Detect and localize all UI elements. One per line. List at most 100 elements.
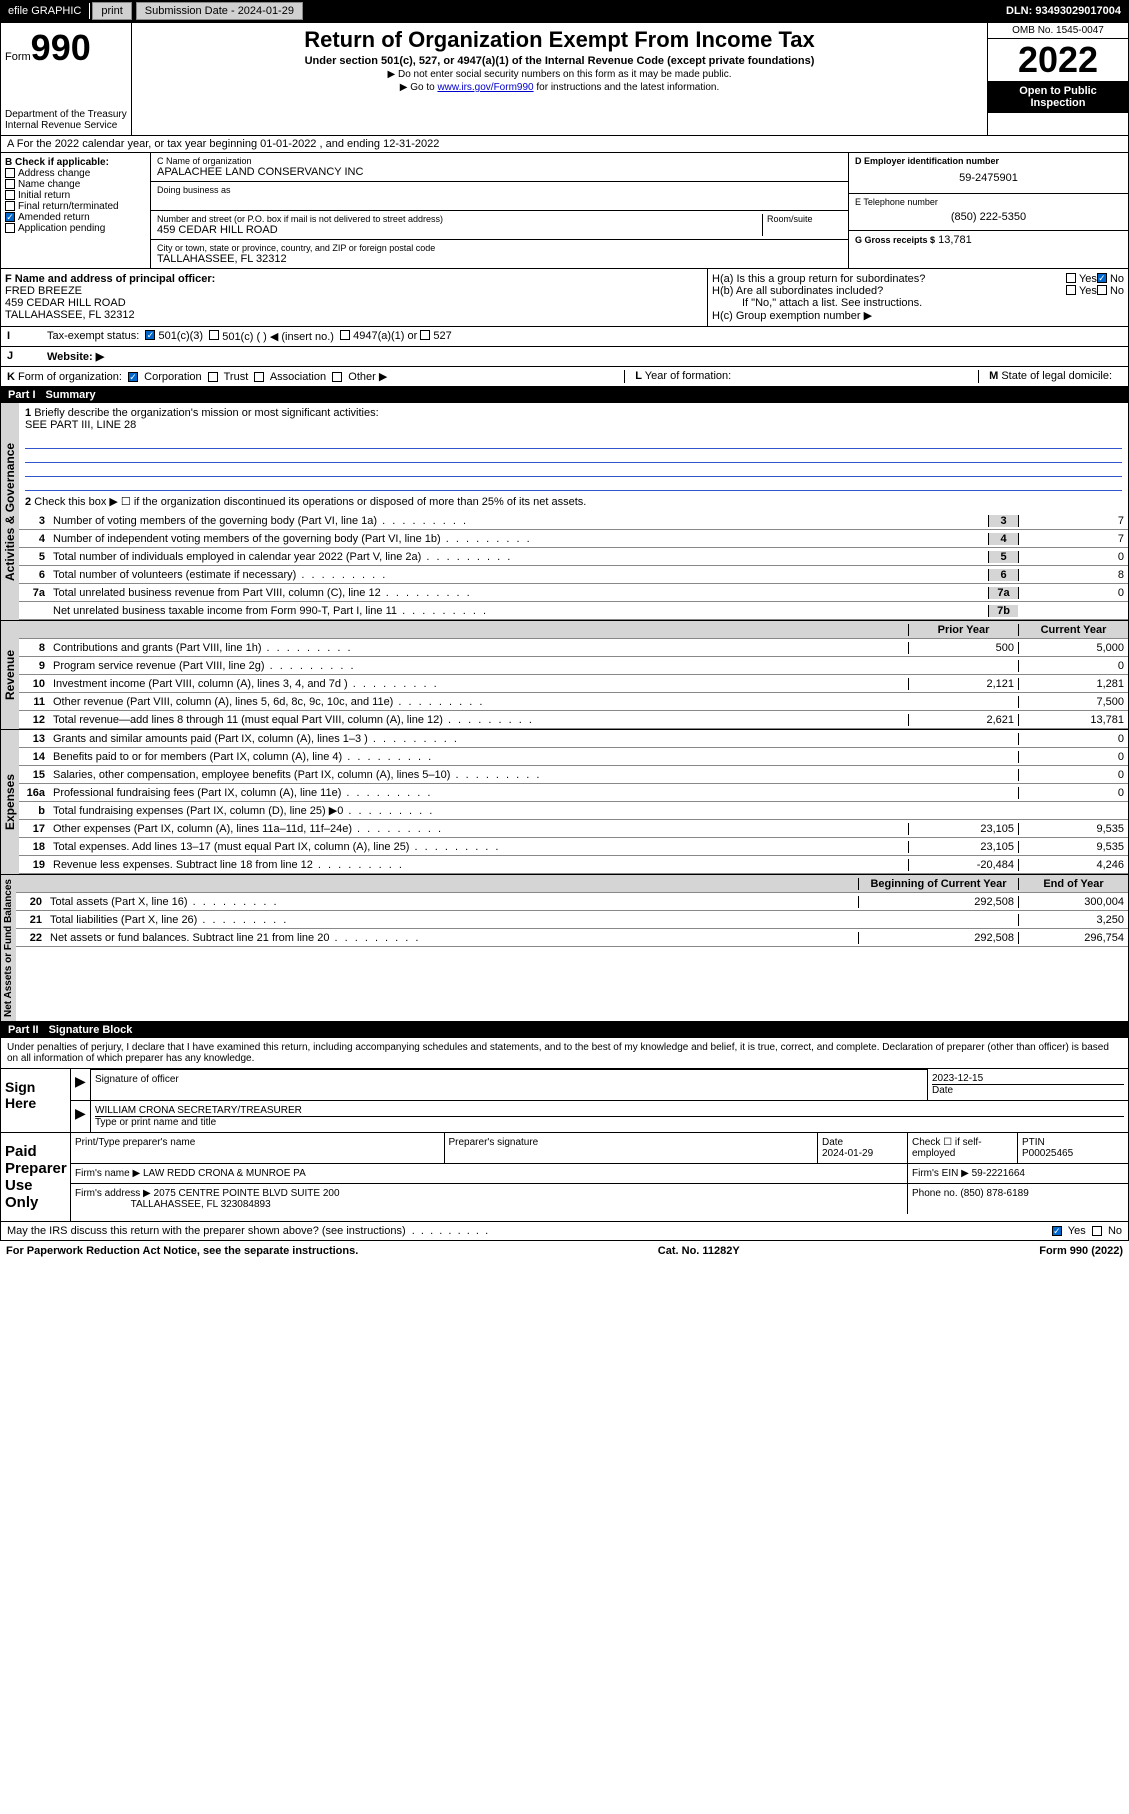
line-text: Revenue less expenses. Subtract line 18 …: [49, 859, 908, 871]
prior-value: 23,105: [908, 841, 1018, 853]
line-text: Total assets (Part X, line 16): [46, 896, 858, 908]
end-year-hdr: End of Year: [1018, 878, 1128, 890]
data-line: 22Net assets or fund balances. Subtract …: [16, 929, 1128, 947]
hb-label: H(b) Are all subordinates included?: [712, 285, 1066, 297]
hb-no-chk[interactable]: [1097, 285, 1107, 295]
chk-501c3[interactable]: ✓: [145, 330, 155, 340]
chk-amended-return[interactable]: ✓: [5, 212, 15, 222]
data-line: 14Benefits paid to or for members (Part …: [19, 748, 1128, 766]
open-inspection-label: Open to Public Inspection: [988, 81, 1128, 113]
discuss-no-chk[interactable]: [1092, 1226, 1102, 1236]
chk-address-change[interactable]: [5, 168, 15, 178]
section-governance: Activities & Governance 1 Briefly descri…: [0, 403, 1129, 621]
chk-other[interactable]: [332, 372, 342, 382]
ha-no-chk[interactable]: ✓: [1097, 273, 1107, 283]
print-button[interactable]: print: [92, 2, 131, 20]
prep-date-label: Date: [822, 1137, 843, 1148]
sig-date: 2023-12-15: [932, 1073, 1124, 1084]
gov-line: 3Number of voting members of the governi…: [19, 512, 1128, 530]
desc-underline: [25, 477, 1122, 491]
line-text: Total revenue—add lines 8 through 11 (mu…: [49, 714, 908, 726]
org-city: TALLAHASSEE, FL 32312: [157, 253, 842, 265]
prior-value: 292,508: [858, 896, 1018, 908]
chk-final-return[interactable]: [5, 201, 15, 211]
box-b: B Check if applicable: Address change Na…: [1, 153, 151, 268]
current-value: 1,281: [1018, 678, 1128, 690]
firm-ein-label: Firm's EIN ▶: [912, 1168, 969, 1179]
opt-501c: 501(c) ( ) ◀ (insert no.): [222, 330, 334, 343]
row-i: I Tax-exempt status: ✓ 501(c)(3) 501(c) …: [0, 327, 1129, 347]
form-title-block: Return of Organization Exempt From Incom…: [131, 23, 988, 135]
current-value: 13,781: [1018, 714, 1128, 726]
opt-assoc: Association: [270, 371, 326, 383]
no-label: No: [1110, 273, 1124, 285]
current-value: 0: [1018, 733, 1128, 745]
chk-4947[interactable]: [340, 330, 350, 340]
no-label: No: [1108, 1225, 1122, 1237]
city-label: City or town, state or province, country…: [157, 243, 842, 253]
chk-trust[interactable]: [208, 372, 218, 382]
desc-underline: [25, 435, 1122, 449]
irs-link[interactable]: www.irs.gov/Form990: [437, 82, 533, 93]
desc-underline: [25, 463, 1122, 477]
discuss-yes-chk[interactable]: ✓: [1052, 1226, 1062, 1236]
line-text: Investment income (Part VIII, column (A)…: [49, 678, 908, 690]
firm-addr: 2075 CENTRE POINTE BLVD SUITE 200: [154, 1188, 340, 1199]
line-num: b: [19, 805, 49, 817]
line-num: 4: [19, 533, 49, 545]
ptin-value: P00025465: [1022, 1148, 1073, 1159]
data-line: 20Total assets (Part X, line 16)292,5083…: [16, 893, 1128, 911]
ein-value: 59-2475901: [855, 166, 1122, 190]
form-note-2: ▶ Go to www.irs.gov/Form990 for instruct…: [136, 82, 983, 93]
line-value: 0: [1018, 587, 1128, 599]
line-text: Total liabilities (Part X, line 26): [46, 914, 858, 926]
yes-label: Yes: [1079, 273, 1097, 285]
section-expenses: Expenses 13Grants and similar amounts pa…: [0, 730, 1129, 875]
chk-501c[interactable]: [209, 330, 219, 340]
line-box-num: 7a: [988, 587, 1018, 599]
data-line: 21Total liabilities (Part X, line 26)3,2…: [16, 911, 1128, 929]
line-text: Number of voting members of the governin…: [49, 515, 988, 527]
sign-here-label: Sign Here: [1, 1069, 71, 1132]
col-header-row: Prior Year Current Year: [19, 621, 1128, 639]
footer-left: For Paperwork Reduction Act Notice, see …: [6, 1245, 358, 1257]
chk-app-pending[interactable]: [5, 223, 15, 233]
ha-label: H(a) Is this a group return for subordin…: [712, 273, 1066, 285]
chk-corp[interactable]: ✓: [128, 372, 138, 382]
data-line: 9Program service revenue (Part VIII, lin…: [19, 657, 1128, 675]
gross-value: 13,781: [938, 234, 972, 246]
chk-label: Amended return: [18, 212, 90, 223]
efile-header-bar: efile GRAPHIC print Submission Date - 20…: [0, 0, 1129, 22]
line-text: Program service revenue (Part VIII, line…: [49, 660, 908, 672]
part-1-header: Part I Summary: [0, 387, 1129, 403]
no-label: No: [1110, 285, 1124, 297]
chk-assoc[interactable]: [254, 372, 264, 382]
line-text: Total unrelated business revenue from Pa…: [49, 587, 988, 599]
row-m-letter: M: [989, 370, 998, 382]
begin-year-hdr: Beginning of Current Year: [858, 878, 1018, 890]
part-1-title: Summary: [46, 389, 96, 401]
line-text: Total number of individuals employed in …: [49, 551, 988, 563]
current-value: 0: [1018, 769, 1128, 781]
sig-label: Signature of officer: [95, 1074, 179, 1085]
chk-527[interactable]: [420, 330, 430, 340]
line-text: Grants and similar amounts paid (Part IX…: [49, 733, 908, 745]
current-value: 7,500: [1018, 696, 1128, 708]
opt-501c3: 501(c)(3): [158, 330, 203, 343]
line-num: 21: [16, 914, 46, 926]
line-value: 8: [1018, 569, 1128, 581]
yes-label: Yes: [1079, 285, 1097, 297]
sig-name: WILLIAM CRONA SECRETARY/TREASURER: [95, 1105, 1124, 1116]
current-value: 0: [1018, 787, 1128, 799]
line-num: 15: [19, 769, 49, 781]
line-text: Net assets or fund balances. Subtract li…: [46, 932, 858, 944]
part-2-header: Part II Signature Block: [0, 1022, 1129, 1038]
line-text: Number of independent voting members of …: [49, 533, 988, 545]
chk-name-change[interactable]: [5, 179, 15, 189]
chk-initial-return[interactable]: [5, 190, 15, 200]
line-value: 7: [1018, 515, 1128, 527]
period-row: A For the 2022 calendar year, or tax yea…: [0, 136, 1129, 153]
hb-yes-chk[interactable]: [1066, 285, 1076, 295]
box-b-title: B Check if applicable:: [5, 157, 146, 168]
ha-yes-chk[interactable]: [1066, 273, 1076, 283]
